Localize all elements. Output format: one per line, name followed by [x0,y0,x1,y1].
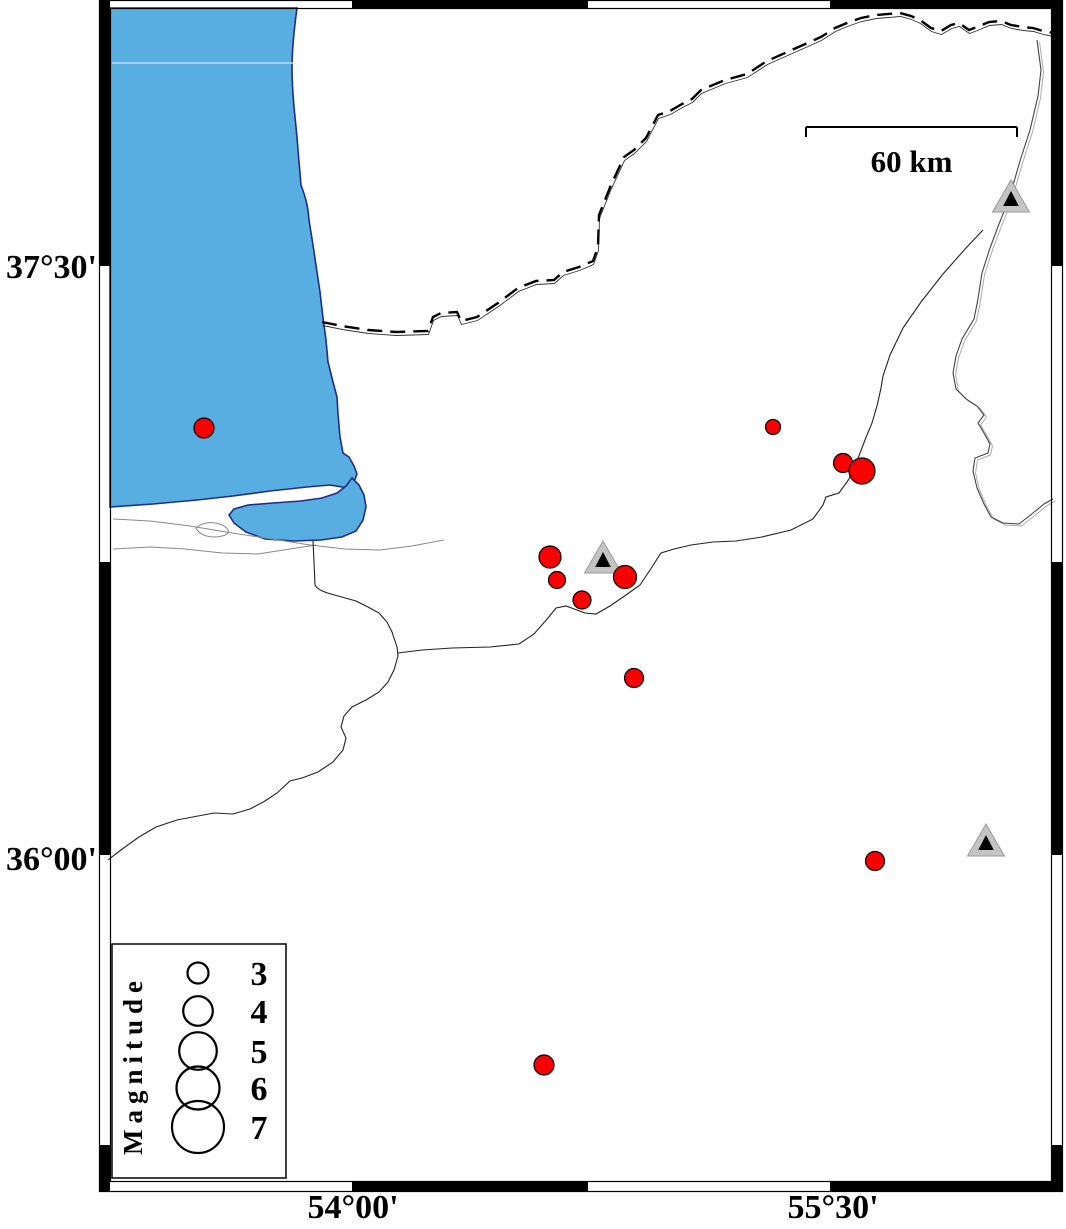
sea-polygon [109,7,358,508]
seismic-stations-layer [583,179,1031,857]
inland-lines [107,229,984,861]
border-dashed-line [321,11,1054,334]
earthquake-marker [612,564,638,590]
longitude-tick-label: 55°30' [787,1189,878,1226]
legend-circle [178,1031,218,1071]
latitude-tick-label: 36°00' [6,841,97,878]
earthquake-marker [547,570,567,590]
axis-labels: 37°30' 36°00' 54°00' 55°30' [6,249,879,1226]
shoreline-detail-lines [112,518,445,555]
legend-circle [175,1065,221,1111]
caspian-sea [109,7,367,542]
east-coastline-shadow [954,41,1056,527]
earthquakes-layer [193,417,886,1076]
frame-inner-line [109,7,1053,1183]
east-coastline [952,39,1056,527]
legend-magnitude-label: 6 [251,1071,268,1108]
map-frame [98,0,1064,1193]
scale-bar-bracket [805,126,1018,137]
country-border [321,11,1054,336]
east-coastline-line [952,39,1054,525]
scale-bar: 60 km [805,126,1018,179]
earthquake-marker [193,417,215,439]
longitude-tick-label: 54°00' [307,1189,398,1226]
legend-magnitude-label: 5 [251,1034,268,1071]
scale-bar-label: 60 km [871,144,953,179]
legend-circle [170,1099,226,1155]
latitude-tick-label: 37°30' [6,249,97,286]
legend-magnitude-label: 7 [251,1110,268,1147]
station-triangle-core-icon [595,552,611,567]
old-shoreline-2 [112,544,317,555]
legend-magnitude-label: 4 [251,994,268,1031]
legend-circle [182,995,214,1027]
station-triangle-core-icon [978,835,994,850]
earthquake-marker [848,457,876,485]
island-contour [195,522,229,538]
earthquake-marker [572,590,592,610]
earthquake-marker [623,667,645,689]
station-triangle-core-icon [1003,191,1019,206]
legend-circle [186,961,210,985]
border-river-line [322,16,1054,336]
mountain-front-line [397,229,984,654]
earthquake-marker [764,418,782,436]
legend-title: Magnitude [118,975,148,1155]
earthquake-marker [864,850,886,872]
earthquake-marker [538,545,562,569]
frame-outer-line [98,0,1064,1193]
legend-magnitude-label: 3 [251,956,268,993]
river-to-bay [107,540,399,861]
old-shoreline-1 [112,518,445,551]
frame-black-segments [99,0,1063,1192]
earthquake-marker [533,1054,555,1076]
gorgan-bay-lagoon [228,476,367,542]
